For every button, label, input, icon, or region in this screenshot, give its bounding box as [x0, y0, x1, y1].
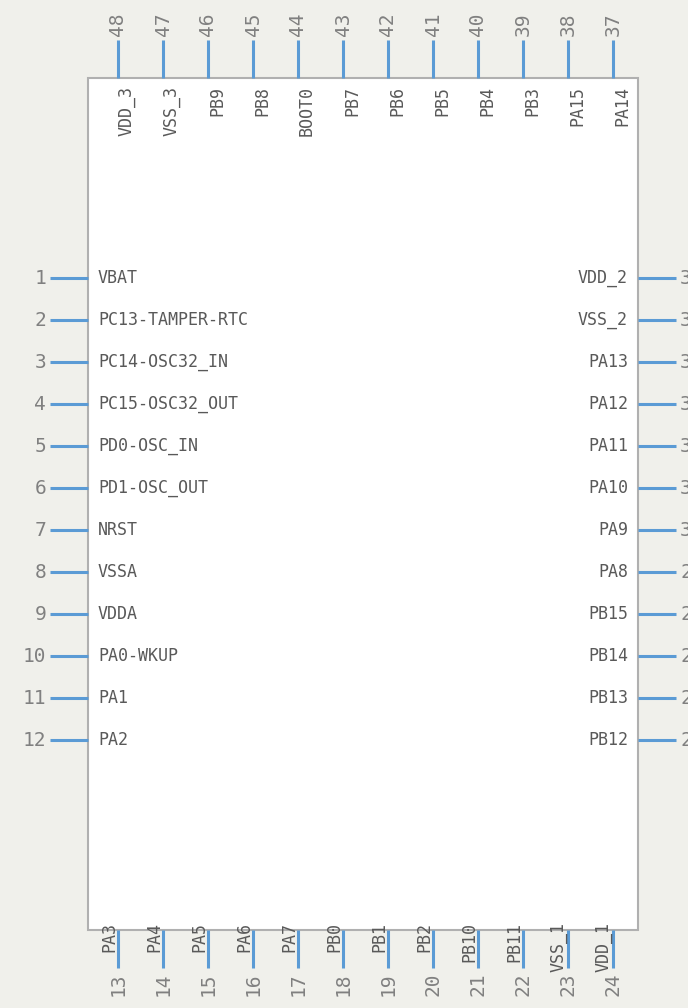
Text: PA8: PA8	[598, 563, 628, 581]
Text: VDD_3: VDD_3	[118, 86, 136, 136]
Text: PB4: PB4	[478, 86, 496, 116]
Text: VSS_3: VSS_3	[163, 86, 181, 136]
Text: PB12: PB12	[588, 731, 628, 749]
Text: 27: 27	[680, 646, 688, 665]
Text: PB8: PB8	[253, 86, 271, 116]
Text: 42: 42	[378, 12, 398, 36]
Bar	[88, 78, 638, 930]
Text: PB0: PB0	[325, 922, 343, 952]
Text: 45: 45	[244, 12, 263, 36]
Text: 47: 47	[153, 12, 173, 36]
Text: 34: 34	[680, 353, 688, 372]
Text: VDD_1: VDD_1	[595, 922, 613, 972]
Text: NRST: NRST	[98, 521, 138, 539]
Text: PA4: PA4	[145, 922, 163, 952]
Text: 8: 8	[34, 562, 46, 582]
Text: 16: 16	[244, 972, 263, 996]
Text: PB11: PB11	[505, 922, 523, 962]
Text: 14: 14	[153, 972, 173, 996]
Text: PB10: PB10	[460, 922, 478, 962]
Text: 48: 48	[109, 12, 127, 36]
Text: 32: 32	[680, 436, 688, 456]
Text: PA6: PA6	[235, 922, 253, 952]
Text: 6: 6	[34, 479, 46, 498]
Text: 11: 11	[23, 688, 46, 708]
Text: 23: 23	[559, 972, 577, 996]
Text: PA12: PA12	[588, 395, 628, 413]
Text: 43: 43	[334, 12, 352, 36]
Text: PA3: PA3	[100, 922, 118, 952]
Text: 35: 35	[680, 310, 688, 330]
Text: PA1: PA1	[98, 689, 128, 707]
Text: 39: 39	[513, 12, 533, 36]
Text: 13: 13	[109, 972, 127, 996]
Text: 22: 22	[513, 972, 533, 996]
Text: PD1-OSC_OUT: PD1-OSC_OUT	[98, 479, 208, 497]
Text: 26: 26	[680, 688, 688, 708]
Text: 19: 19	[378, 972, 398, 996]
Text: 2: 2	[34, 310, 46, 330]
Text: 28: 28	[680, 605, 688, 624]
Text: VDD_2: VDD_2	[578, 269, 628, 287]
Text: 9: 9	[34, 605, 46, 624]
Text: PB3: PB3	[523, 86, 541, 116]
Text: 4: 4	[34, 394, 46, 413]
Text: VBAT: VBAT	[98, 269, 138, 287]
Text: VSS_2: VSS_2	[578, 311, 628, 329]
Text: 38: 38	[559, 12, 577, 36]
Text: 33: 33	[680, 394, 688, 413]
Text: PA10: PA10	[588, 479, 628, 497]
Text: 18: 18	[334, 972, 352, 996]
Text: 15: 15	[199, 972, 217, 996]
Text: 24: 24	[603, 972, 623, 996]
Text: 7: 7	[34, 520, 46, 539]
Text: 1: 1	[34, 268, 46, 287]
Text: 5: 5	[34, 436, 46, 456]
Text: 17: 17	[288, 972, 308, 996]
Text: PC15-OSC32_OUT: PC15-OSC32_OUT	[98, 395, 238, 413]
Text: 12: 12	[23, 731, 46, 750]
Text: PB14: PB14	[588, 647, 628, 665]
Text: PB1: PB1	[370, 922, 388, 952]
Text: 37: 37	[603, 12, 623, 36]
Text: 40: 40	[469, 12, 488, 36]
Text: PA13: PA13	[588, 353, 628, 371]
Text: VSS_1: VSS_1	[550, 922, 568, 972]
Text: PA7: PA7	[280, 922, 298, 952]
Text: 29: 29	[680, 562, 688, 582]
Text: 30: 30	[680, 520, 688, 539]
Text: 25: 25	[680, 731, 688, 750]
Text: 21: 21	[469, 972, 488, 996]
Text: PA9: PA9	[598, 521, 628, 539]
Text: PB7: PB7	[343, 86, 361, 116]
Text: 41: 41	[424, 12, 442, 36]
Text: PC14-OSC32_IN: PC14-OSC32_IN	[98, 353, 228, 371]
Text: PA11: PA11	[588, 437, 628, 455]
Text: 3: 3	[34, 353, 46, 372]
Text: 44: 44	[288, 12, 308, 36]
Text: 36: 36	[680, 268, 688, 287]
Text: PB9: PB9	[208, 86, 226, 116]
Text: PD0-OSC_IN: PD0-OSC_IN	[98, 437, 198, 455]
Text: PA5: PA5	[190, 922, 208, 952]
Text: 20: 20	[424, 972, 442, 996]
Text: VDDA: VDDA	[98, 605, 138, 623]
Text: PB2: PB2	[415, 922, 433, 952]
Text: PB5: PB5	[433, 86, 451, 116]
Text: BOOT0: BOOT0	[298, 86, 316, 136]
Text: PB15: PB15	[588, 605, 628, 623]
Text: PA0-WKUP: PA0-WKUP	[98, 647, 178, 665]
Text: 31: 31	[680, 479, 688, 498]
Text: PC13-TAMPER-RTC: PC13-TAMPER-RTC	[98, 311, 248, 329]
Text: 46: 46	[199, 12, 217, 36]
Text: PA14: PA14	[613, 86, 631, 126]
Text: 10: 10	[23, 646, 46, 665]
Text: VSSA: VSSA	[98, 563, 138, 581]
Text: PB13: PB13	[588, 689, 628, 707]
Text: PA2: PA2	[98, 731, 128, 749]
Text: PB6: PB6	[388, 86, 406, 116]
Text: PA15: PA15	[568, 86, 586, 126]
